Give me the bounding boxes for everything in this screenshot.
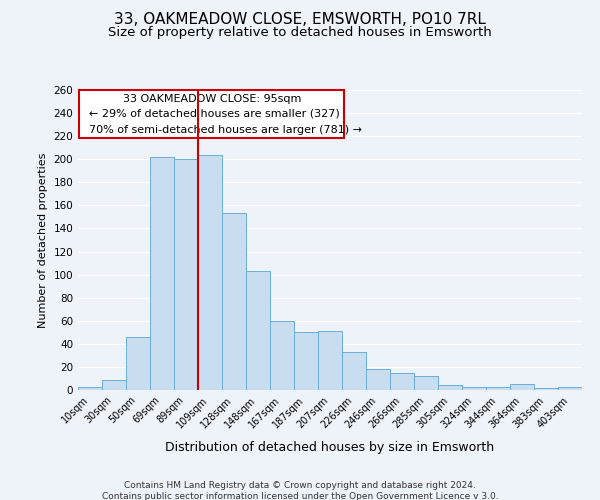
Bar [294,332,318,390]
FancyBboxPatch shape [79,90,344,138]
Bar [78,386,102,390]
Bar [150,157,174,390]
Y-axis label: Number of detached properties: Number of detached properties [38,152,48,328]
Bar [534,388,558,390]
Text: Contains public sector information licensed under the Open Government Licence v : Contains public sector information licen… [101,492,499,500]
Bar [342,352,366,390]
Text: Contains HM Land Registry data © Crown copyright and database right 2024.: Contains HM Land Registry data © Crown c… [124,481,476,490]
Text: 33 OAKMEADOW CLOSE: 95sqm: 33 OAKMEADOW CLOSE: 95sqm [122,94,301,104]
Bar [246,271,270,390]
Bar [318,331,342,390]
Bar [414,376,438,390]
Text: Size of property relative to detached houses in Emsworth: Size of property relative to detached ho… [108,26,492,39]
X-axis label: Distribution of detached houses by size in Emsworth: Distribution of detached houses by size … [166,441,494,454]
Bar [366,369,390,390]
Text: 70% of semi-detached houses are larger (781) →: 70% of semi-detached houses are larger (… [89,124,362,134]
Text: ← 29% of detached houses are smaller (327): ← 29% of detached houses are smaller (32… [89,108,340,118]
Bar [222,214,246,390]
Bar [558,386,582,390]
Bar [510,384,534,390]
Bar [486,386,510,390]
Bar [390,372,414,390]
Bar [462,386,486,390]
Bar [126,337,150,390]
Text: 33, OAKMEADOW CLOSE, EMSWORTH, PO10 7RL: 33, OAKMEADOW CLOSE, EMSWORTH, PO10 7RL [114,12,486,28]
Bar [198,154,222,390]
Bar [438,386,462,390]
Bar [270,321,294,390]
Bar [102,380,126,390]
Bar [174,159,198,390]
